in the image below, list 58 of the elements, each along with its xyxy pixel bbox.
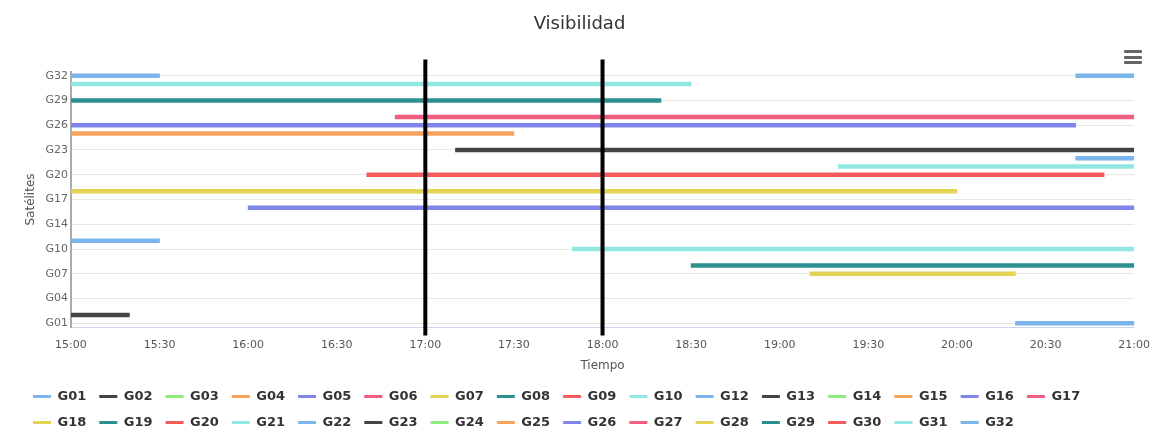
x-tick-label: 20:00 bbox=[941, 337, 973, 351]
x-tick-label: 15:30 bbox=[143, 337, 176, 351]
x-tick-label: 19:00 bbox=[763, 337, 796, 351]
legend-label: G05 bbox=[322, 387, 352, 403]
legend-label: G03 bbox=[190, 387, 219, 403]
x-tick-label: 15:00 bbox=[55, 337, 87, 351]
legend-label: G25 bbox=[521, 413, 551, 429]
x-tick-label: 19:30 bbox=[852, 337, 885, 351]
legend-label: G15 bbox=[918, 387, 948, 403]
y-tick-label: G14 bbox=[45, 217, 68, 231]
legend-label: G19 bbox=[123, 413, 153, 429]
y-tick-label: G23 bbox=[45, 142, 68, 156]
x-tick-label: 18:00 bbox=[586, 337, 619, 351]
y-tick-label: G29 bbox=[45, 93, 68, 107]
y-tick-label: G07 bbox=[45, 266, 68, 280]
legend-label: G29 bbox=[786, 413, 816, 429]
legend-label: G21 bbox=[256, 413, 286, 429]
legend-label: G16 bbox=[985, 387, 1014, 403]
y-tick-label: G10 bbox=[45, 241, 68, 255]
x-tick-label: 16:00 bbox=[232, 337, 264, 351]
y-tick-label: G32 bbox=[45, 68, 68, 82]
legend-label: G30 bbox=[852, 413, 882, 429]
y-tick-label: G01 bbox=[45, 316, 68, 330]
x-tick-label: 20:30 bbox=[1029, 337, 1062, 351]
legend-label: G26 bbox=[587, 413, 617, 429]
x-tick-label: 18:30 bbox=[675, 337, 707, 351]
legend-label: G13 bbox=[786, 387, 816, 403]
y-tick-label: G17 bbox=[45, 192, 68, 206]
legend-label: G08 bbox=[521, 387, 551, 403]
legend-label: G12 bbox=[720, 387, 749, 403]
y-tick-label: G20 bbox=[45, 167, 68, 181]
legend-label: G06 bbox=[388, 387, 418, 403]
chart-title: Visibilidad bbox=[533, 12, 626, 34]
x-tick-label: 17:00 bbox=[409, 337, 442, 351]
x-axis-title: Tiempo bbox=[579, 357, 625, 372]
x-tick-label: 17:30 bbox=[498, 337, 530, 351]
legend-label: G14 bbox=[852, 387, 882, 403]
legend-label: G28 bbox=[720, 413, 749, 429]
legend-label: G18 bbox=[57, 413, 87, 429]
legend-label: G23 bbox=[388, 413, 418, 429]
legend-label: G24 bbox=[455, 413, 484, 429]
legend-label: G01 bbox=[57, 387, 87, 403]
x-tick-label: 21:00 bbox=[1118, 337, 1150, 351]
legend-label: G04 bbox=[256, 387, 286, 403]
legend-label: G20 bbox=[190, 413, 219, 429]
legend-label: G10 bbox=[653, 387, 683, 403]
y-axis-title: Satélites bbox=[23, 173, 38, 226]
legend-label: G07 bbox=[455, 387, 484, 403]
legend-label: G02 bbox=[123, 387, 153, 403]
y-tick-label: G26 bbox=[45, 118, 68, 132]
legend-label: G32 bbox=[985, 413, 1014, 429]
x-tick-label: 16:30 bbox=[320, 337, 353, 351]
legend-label: G31 bbox=[918, 413, 948, 429]
y-tick-label: G04 bbox=[45, 291, 68, 305]
legend-label: G09 bbox=[587, 387, 617, 403]
legend-label: G22 bbox=[322, 413, 352, 429]
legend-label: G17 bbox=[1051, 387, 1081, 403]
legend-label: G27 bbox=[653, 413, 683, 429]
